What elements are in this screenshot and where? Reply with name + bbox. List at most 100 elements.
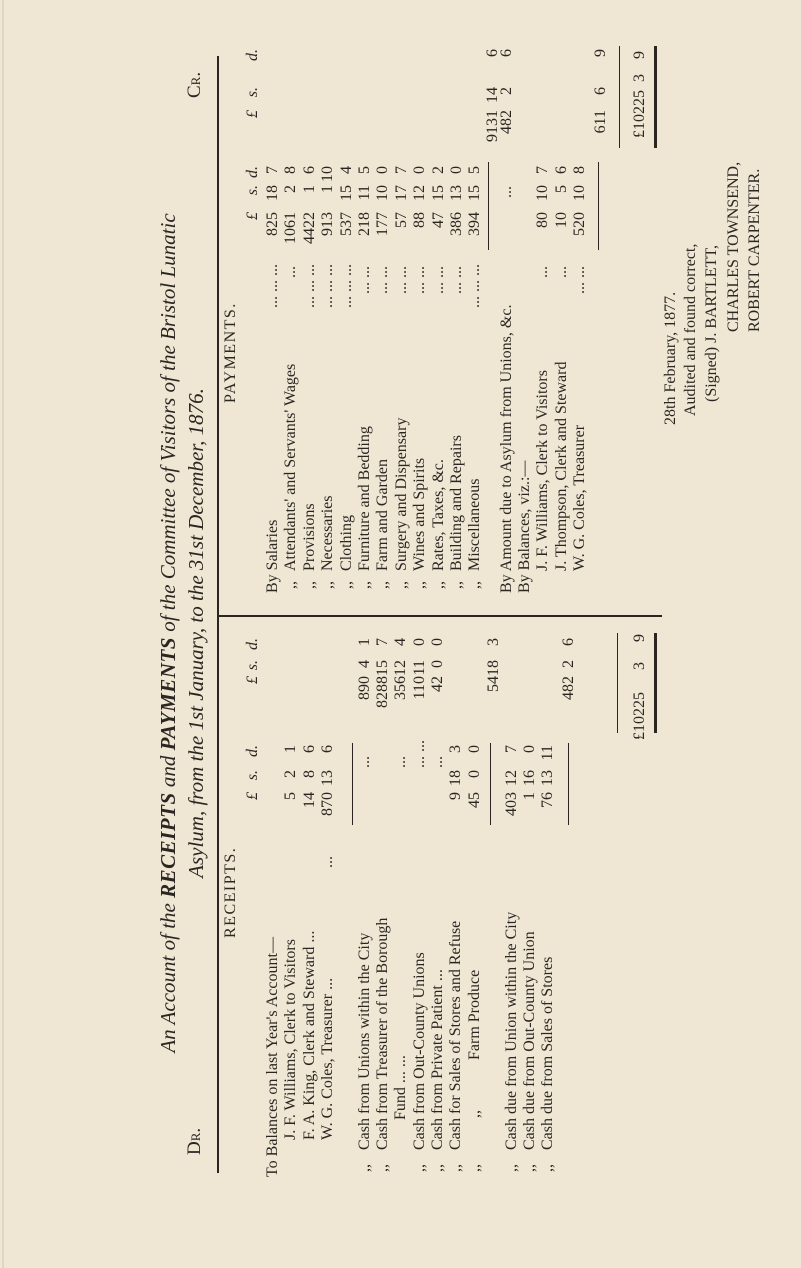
payment-label: Farm and Garden bbox=[374, 459, 392, 571]
payments-row: ,, Provisions ... ... ... 4422 1 6 bbox=[301, 0, 319, 1268]
payment-total-pence: 9 bbox=[592, 49, 609, 57]
payment-label: By Balances, viz.:— bbox=[516, 460, 533, 593]
payment-subamount-pence: 5 bbox=[466, 166, 484, 174]
payments-total-header-shillings: s. bbox=[244, 87, 261, 98]
subtotal-rule bbox=[490, 743, 491, 825]
payment-subamount-pounds: 913 bbox=[319, 212, 337, 236]
payment-subamount-shillings: 15 bbox=[466, 185, 484, 201]
debit-label: Dr. bbox=[184, 1127, 205, 1155]
payments-row: ,, Clothing ... ... ... 537 15 4 bbox=[338, 0, 356, 1268]
payment-subamount-pence: 2 bbox=[429, 166, 447, 174]
payment-subamount-pounds: 10 bbox=[553, 212, 570, 228]
dot-leader: ... ... bbox=[356, 266, 373, 294]
payment-total-pounds: 482 bbox=[498, 110, 515, 134]
payment-label: By Amount due to Asylum from Unions, &c. bbox=[498, 304, 515, 593]
payment-subamount-shillings: 17 bbox=[392, 185, 410, 201]
payment-subamount-pounds: 57 bbox=[392, 212, 410, 228]
payment-label: J. Thompson, Clerk and Steward bbox=[553, 361, 570, 571]
payments-row: ,, Furniture and Bedding ... ... 218 11 5 bbox=[356, 0, 374, 1268]
audit-statement: Audited and found correct, bbox=[682, 243, 699, 416]
payment-subamount-pounds: 47 bbox=[429, 212, 447, 228]
dot-leader: ... ... bbox=[374, 266, 392, 294]
auditor-signature-2: CHARLES TOWNSEND, bbox=[725, 161, 742, 332]
payment-subamount-shillings: 10 bbox=[534, 185, 551, 201]
payments-grand-total-shillings: 3 bbox=[631, 74, 648, 82]
ditto-mark: ,, bbox=[300, 581, 318, 589]
ditto-mark: ,, bbox=[448, 581, 465, 589]
ditto-mark: ,, bbox=[392, 581, 410, 589]
payment-subamount-pence: 0 bbox=[448, 166, 465, 174]
payments-total-header-pence: d. bbox=[244, 49, 261, 61]
auditor-signature-1: (Signed) J. BARTLETT, bbox=[703, 245, 720, 402]
audit-date: 28th February, 1877. bbox=[662, 291, 679, 425]
payment-subamount-shillings: 15 bbox=[429, 185, 447, 201]
credit-label: Cr. bbox=[184, 71, 205, 98]
payment-label: Clothing bbox=[337, 514, 355, 571]
payment-total-pounds: 611 bbox=[592, 110, 609, 134]
title-text: and bbox=[156, 755, 180, 788]
dot-leader: ... ... ... bbox=[300, 264, 318, 308]
ditto-mark: ,, bbox=[319, 581, 337, 589]
payment-subamount-pounds: 88 bbox=[411, 212, 429, 228]
payment-total-pence: 6 bbox=[498, 49, 515, 57]
ditto-mark: ,, bbox=[282, 581, 300, 589]
dot-leader: ... bbox=[553, 266, 570, 278]
payment-subamount-pence: 5 bbox=[356, 166, 373, 174]
payment-subamount-pence: 7 bbox=[534, 166, 551, 174]
dot-leader: ... ... bbox=[571, 266, 588, 294]
payments-row: By Balances, viz.:— bbox=[516, 0, 534, 1268]
payment-subamount-pounds: 218 bbox=[356, 212, 373, 236]
payment-subamount-pounds: 394 bbox=[466, 212, 484, 236]
payment-label: Surgery and Dispensary bbox=[392, 417, 410, 571]
payments-grand-total-pounds: £10225 bbox=[631, 90, 648, 138]
dot-leader: ... ... bbox=[392, 266, 410, 294]
payment-label: By Salaries bbox=[264, 519, 281, 593]
payment-subamount-pounds: 537 bbox=[337, 212, 355, 236]
payments-row: By Amount due to Asylum from Unions, &c.… bbox=[498, 0, 516, 1268]
ditto-mark: ,, bbox=[466, 581, 484, 589]
payment-subamount-pounds: 825 bbox=[264, 212, 281, 236]
payment-label: Attendants' and Servants' Wages bbox=[282, 363, 300, 571]
title-text: An Account of the bbox=[156, 903, 180, 1053]
payment-subamount-shillings: 12 bbox=[411, 185, 429, 201]
payments-row: ,, Building and Repairs ... ... 386 13 0 bbox=[448, 0, 466, 1268]
payment-subamount-shillings: 13 bbox=[448, 185, 465, 201]
title-line-1: An Account of the RECEIPTS and PAYMENTS … bbox=[155, 38, 181, 1228]
payments-heading: PAYMENTS. bbox=[222, 302, 239, 403]
dot-leader: ... bbox=[534, 266, 551, 278]
subtotal-rule bbox=[598, 162, 599, 250]
ditto-mark: ,, bbox=[374, 581, 392, 589]
dot-leader: ... bbox=[498, 186, 515, 198]
payments-row: ,, Farm and Garden ... ... 177 10 0 bbox=[374, 0, 392, 1268]
payment-label: Wines and Spirits bbox=[411, 457, 429, 571]
payment-subamount-pence: 6 bbox=[300, 166, 318, 174]
payment-subamount-pence: 7 bbox=[392, 166, 410, 174]
dot-leader: ... bbox=[282, 266, 300, 278]
total-rule bbox=[617, 633, 618, 733]
payments-row: ,, Attendants' and Servants' Wages... 1061… bbox=[282, 0, 300, 1268]
payments-grand-total-pence: 9 bbox=[631, 51, 648, 59]
payment-subamount-pounds: 1061 bbox=[282, 212, 300, 244]
payment-subamount-shillings: 10 bbox=[571, 185, 588, 201]
auditor-signature-3: ROBERT CARPENTER. bbox=[746, 168, 763, 332]
title-payments: PAYMENTS bbox=[156, 637, 180, 751]
payment-subamount-shillings: 1 bbox=[319, 185, 337, 193]
payment-subamount-pounds: 177 bbox=[374, 212, 392, 236]
payment-subamount-pence: 4 bbox=[337, 166, 355, 174]
ditto-mark: ,, bbox=[411, 581, 429, 589]
payment-total-shillings: 6 bbox=[592, 87, 609, 95]
dot-leader: ... ... bbox=[448, 266, 465, 294]
title-receipts: RECEIPTS bbox=[156, 792, 180, 898]
dot-leader: ... ... ... bbox=[466, 264, 484, 308]
payment-subamount-shillings: 2 bbox=[282, 185, 300, 193]
subtotal-rule bbox=[568, 743, 569, 825]
ditto-mark: ,, bbox=[337, 581, 355, 589]
payment-subamount-pence: 8 bbox=[282, 166, 300, 174]
payments-row: By Salaries ... ... ... 825 18 7 bbox=[264, 0, 282, 1268]
payment-subamount-shillings: 15 bbox=[337, 185, 355, 201]
dot-leader: ... ... bbox=[429, 266, 447, 294]
payment-subamount-pence: 6 bbox=[553, 166, 570, 174]
payment-subamount-shillings: 1 bbox=[300, 185, 318, 193]
payment-subamount-pence: 0 bbox=[411, 166, 429, 174]
